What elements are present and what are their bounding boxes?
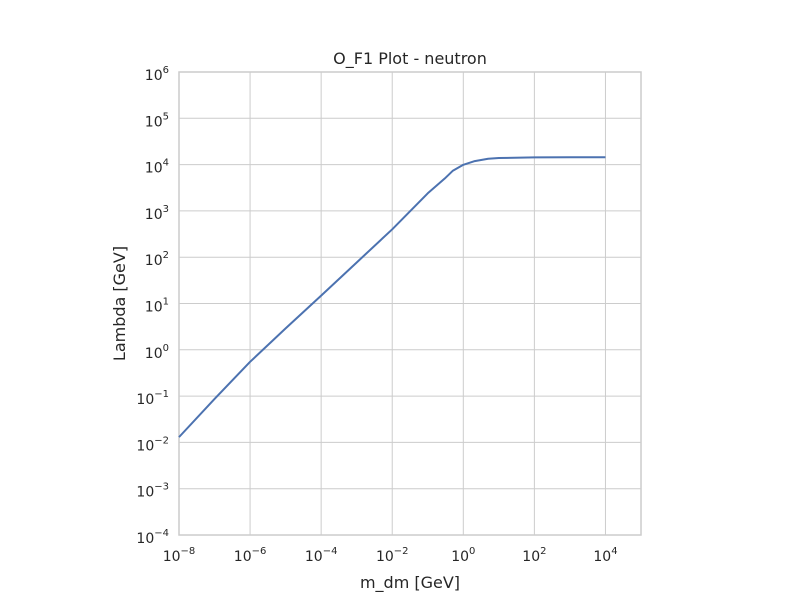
y-tick-label: 104	[145, 158, 169, 177]
y-tick-label: 101	[145, 297, 169, 316]
x-tick-label: 104	[593, 546, 617, 565]
plot-frame	[178, 71, 642, 536]
x-tick-label: 10−8	[163, 546, 196, 565]
y-axis-label: Lambda [GeV]	[110, 246, 129, 361]
y-tick-label: 10−1	[136, 389, 169, 408]
y-tick-label: 10−2	[136, 435, 169, 454]
series-layer	[178, 156, 606, 438]
y-tick-label: 10−4	[136, 528, 169, 547]
y-tick-label: 100	[145, 343, 169, 362]
series-line	[178, 156, 606, 438]
chart-title: O_F1 Plot - neutron	[333, 49, 487, 69]
x-axis-label: m_dm [GeV]	[360, 573, 460, 593]
x-tick-label: 10−6	[234, 546, 267, 565]
x-axis-ticks: 10−8 10−6 10−4 10−2 100 102 104	[163, 546, 618, 565]
grid	[178, 71, 641, 536]
x-tick-label: 102	[522, 546, 546, 565]
x-tick-label: 100	[451, 546, 475, 565]
y-tick-label: 102	[145, 250, 169, 269]
y-axis-ticks: 10−4 10−3 10−2 10−1 100 101 102 103 104 105 106	[136, 65, 169, 547]
y-tick-label: 106	[145, 65, 169, 84]
y-tick-label: 103	[145, 204, 169, 223]
x-tick-label: 10−2	[376, 546, 409, 565]
y-tick-label: 105	[145, 111, 169, 130]
x-tick-label: 10−4	[305, 546, 338, 565]
y-tick-label: 10−3	[136, 482, 169, 501]
